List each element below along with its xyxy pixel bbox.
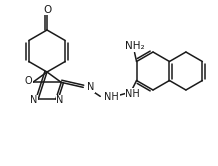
Text: NH: NH bbox=[104, 92, 119, 102]
Text: N: N bbox=[56, 95, 63, 105]
Text: N: N bbox=[87, 82, 94, 92]
Text: O: O bbox=[25, 76, 32, 86]
Text: NH₂: NH₂ bbox=[125, 41, 144, 51]
Text: N: N bbox=[31, 95, 38, 105]
Text: NH: NH bbox=[125, 88, 140, 98]
Text: O: O bbox=[43, 4, 51, 14]
